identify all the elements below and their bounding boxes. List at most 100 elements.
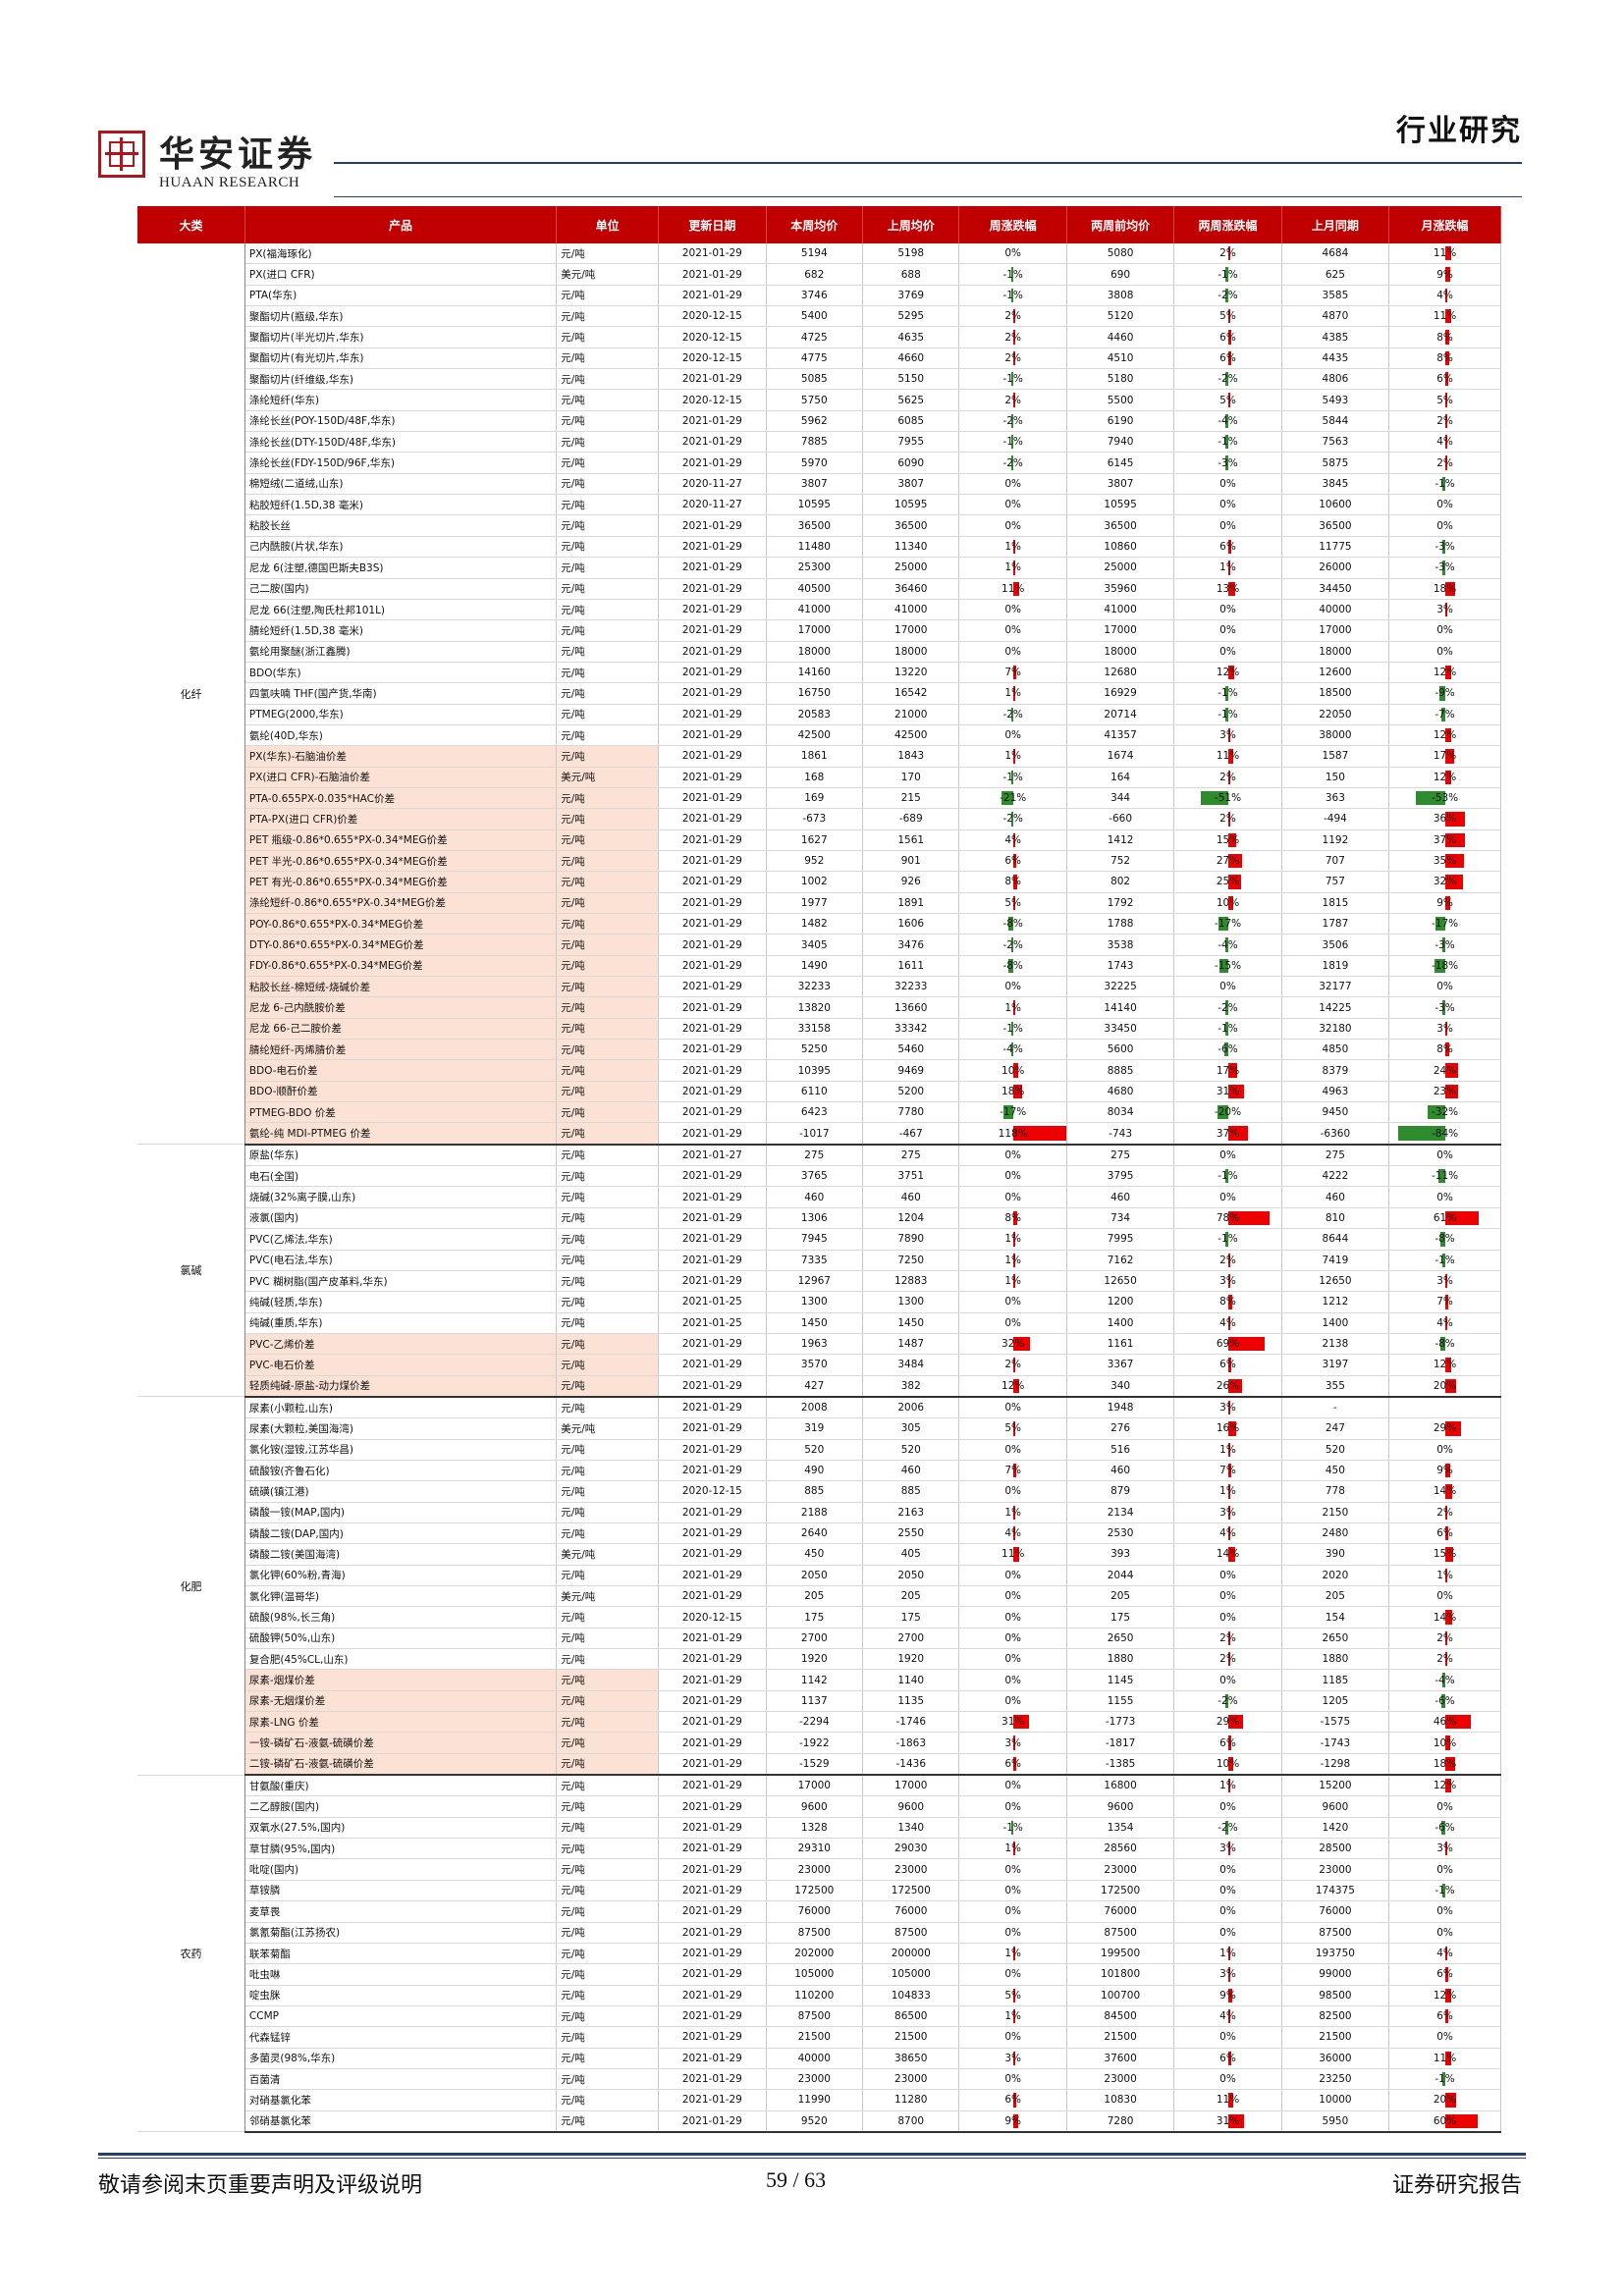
two-week-price-cell: 276 [1066,1417,1175,1440]
change-cell: 0% [958,1900,1067,1923]
change-cell: 0% [958,1439,1067,1461]
table-row: 草铵膦 元/吨 2021-01-29 172500 172500 0% 172500 0% 17… [137,1880,1501,1902]
prev-price-cell: 1140 [862,1669,960,1691]
two-week-price-cell: 100700 [1066,1985,1175,2006]
current-price-cell: 3570 [766,1354,864,1376]
column-header: 上周均价 [862,206,960,243]
change-bar [1444,1779,1452,1793]
two-week-price-cell: 16800 [1066,1775,1175,1797]
unit-cell: 元/吨 [556,599,660,621]
change-value: 10% [1216,1757,1240,1770]
change-cell: 2% [1388,1628,1501,1650]
date-cell: 2021-01-29 [658,2005,767,2028]
last-month-price-cell: 1420 [1281,1817,1390,1840]
product-cell: PET 半光-0.86*0.655*PX-0.34*MEG价差 [244,850,558,873]
change-cell: 0% [1388,976,1501,998]
change-bar [1444,1946,1447,1961]
current-price-cell: 6423 [766,1101,864,1124]
change-value: 0% [1219,981,1236,993]
change-value: 0% [1219,1863,1236,1876]
change-value: -11% [1431,1170,1459,1183]
change-value: -3% [1435,540,1455,553]
two-week-price-cell: -1385 [1066,1753,1175,1777]
change-cell: 26% [1173,1375,1282,1398]
change-bar [1444,1210,1479,1226]
change-cell: 17% [1388,745,1501,768]
change-bar [1444,1842,1447,1856]
change-bar [1200,790,1228,806]
table-row: PX(进口 CFR) 美元/吨 2021-01-29 682 688 -1% 690 -1% 6… [137,263,1501,286]
change-cell: -17% [958,1101,1067,1124]
last-month-price-cell: 4850 [1281,1039,1390,1061]
change-cell: 1% [958,745,1067,768]
change-cell: -1% [1173,704,1282,725]
date-cell: 2021-01-29 [658,2048,767,2069]
current-price-cell: 23000 [766,2068,864,2091]
current-price-cell: 7335 [766,1250,864,1271]
change-bar [1225,267,1228,282]
prev-price-cell: 7955 [862,431,960,454]
change-bar [1440,707,1445,721]
table-row: 氨纶-纯 MDI-PTMEG 价差 元/吨 2021-01-29 -1017 -467 1… [137,1122,1501,1146]
product-cell: 烧碱(32%离子膜,山东) [244,1186,558,1208]
change-cell: 0% [958,1628,1067,1650]
current-price-cell: 21500 [766,2026,864,2049]
table-row: 农药 甘氨酸(重庆) 元/吨 2021-01-29 17000 17000 0% 16800 1… [137,1775,1501,2133]
change-value: 36% [1433,813,1457,826]
change-bar [1444,1021,1447,1037]
table-row: PTA-0.655PX-0.035*HAC价差 元/吨 2021-01-29 169 2… [137,787,1501,810]
prev-price-cell: 170 [862,767,960,788]
change-bar [1444,832,1466,847]
current-price-cell: 3807 [766,473,864,496]
change-cell: 6% [1173,326,1282,348]
date-cell: 2021-01-29 [658,1460,767,1482]
current-price-cell: 9600 [766,1795,864,1818]
prev-price-cell: 104833 [862,1985,960,2006]
change-bar [1001,790,1013,806]
table-row: 氯化铵(湿铵,江苏华昌) 元/吨 2021-01-29 520 520 0% 516 1% 52… [137,1439,1501,1461]
change-bar [1442,476,1445,492]
product-cell: 氨纶用聚醚(浙江鑫腾) [244,641,558,663]
change-value: 11% [1433,2052,1457,2064]
change-cell: 0% [958,1775,1067,1797]
change-cell: -1% [1173,1228,1282,1251]
product-cell: 邻硝基氯化苯 [244,2110,558,2133]
prev-price-cell: 1611 [862,955,960,978]
change-value: 8% [1436,1043,1453,1056]
change-cell [1388,1396,1501,1419]
logo-name-en: HUAAN RESEARCH [159,175,300,190]
change-bar [1227,1505,1230,1520]
change-bar [1227,561,1230,575]
current-price-cell: 4725 [766,326,864,348]
prev-price-cell: 9469 [862,1059,960,1082]
change-cell: 2% [958,389,1067,411]
change-cell: 0% [958,641,1067,663]
date-cell: 2021-01-29 [658,1417,767,1440]
change-value: 2% [1004,1359,1022,1371]
unit-cell: 元/吨 [556,1333,660,1356]
table-row: 百菌清 元/吨 2021-01-29 23000 23000 0% 23000 0% 23250… [137,2068,1501,2091]
date-cell: 2021-01-25 [658,1291,767,1313]
two-week-price-cell: 36500 [1066,514,1175,537]
change-cell: -2% [1173,1690,1282,1713]
prev-price-cell: 688 [862,263,960,286]
change-bar [1008,917,1013,932]
current-price-cell: 12967 [766,1270,864,1293]
current-price-cell: 1328 [766,1817,864,1840]
unit-cell: 美元/吨 [556,1585,660,1608]
table-row: PVC-乙烯价差 元/吨 2021-01-29 1963 1487 32% 1161 69% 2… [137,1333,1501,1356]
two-week-price-cell: 172500 [1066,1880,1175,1902]
change-value: -32% [1431,1106,1459,1119]
change-value: -1% [1002,1022,1023,1035]
change-value: 10% [1216,896,1240,909]
two-week-price-cell: 3795 [1066,1165,1175,1188]
change-bar [1225,288,1228,303]
change-cell: -21% [958,787,1067,810]
current-price-cell: 13820 [766,996,864,1019]
change-cell: 3% [1173,1396,1282,1419]
unit-cell: 美元/吨 [556,1417,660,1440]
change-cell: 1% [958,2005,1067,2028]
change-cell: -2% [958,704,1067,725]
product-cell: 硫酸铵(齐鲁石化) [244,1460,558,1482]
change-bar [1442,1000,1445,1015]
